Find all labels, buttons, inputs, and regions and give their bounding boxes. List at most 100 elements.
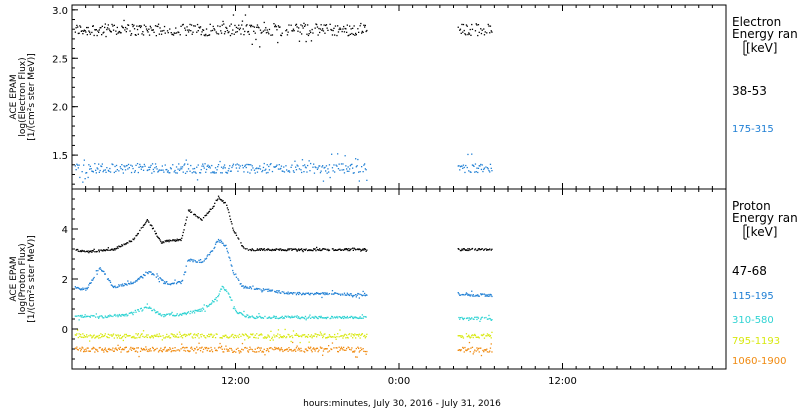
data-point: [180, 282, 182, 285]
data-point: [198, 26, 200, 28]
data-point: [112, 286, 115, 289]
data-point: [260, 289, 262, 291]
data-point: [85, 336, 87, 338]
data-point: [193, 347, 196, 350]
data-point: [114, 313, 116, 316]
data-point: [82, 333, 84, 335]
data-point: [121, 348, 124, 350]
data-point: [318, 293, 320, 295]
data-point: [271, 34, 274, 36]
data-point: [256, 249, 258, 251]
data-point: [168, 241, 170, 243]
data-point: [145, 221, 147, 224]
data-point: [160, 33, 163, 35]
data-point: [95, 349, 97, 351]
data-point: [226, 336, 229, 338]
data-point: [360, 347, 362, 349]
data-point: [230, 23, 232, 25]
data-point: [124, 26, 127, 29]
data-point: [329, 23, 331, 25]
data-point: [213, 301, 215, 303]
data-point: [303, 248, 305, 251]
data-point: [169, 167, 172, 169]
data-point: [190, 346, 193, 348]
data-point: [223, 287, 225, 289]
data-point: [346, 248, 348, 251]
data-point: [216, 350, 218, 352]
data-point: [184, 29, 187, 31]
data-point: [75, 27, 77, 29]
data-point: [124, 243, 126, 246]
data-point: [281, 32, 283, 34]
data-point: [230, 170, 232, 172]
data-point: [84, 30, 86, 32]
data-point: [79, 176, 81, 179]
data-point: [357, 317, 359, 319]
data-point: [266, 29, 268, 31]
data-point: [224, 334, 226, 336]
data-point: [209, 303, 211, 305]
data-point: [362, 348, 364, 350]
data-point: [88, 30, 90, 32]
data-point: [223, 335, 226, 338]
data-point: [336, 315, 338, 318]
data-point: [229, 170, 232, 172]
data-point: [142, 31, 144, 33]
data-point: [257, 249, 259, 251]
data-point: [328, 293, 331, 295]
data-point: [464, 33, 466, 35]
data-point: [85, 348, 87, 350]
data-point: [174, 347, 176, 349]
data-point: [339, 329, 341, 331]
data-point: [232, 14, 235, 16]
data-point: [486, 249, 488, 251]
data-point: [171, 282, 173, 285]
data-point: [142, 277, 144, 279]
data-point: [304, 24, 307, 26]
data-point: [361, 249, 363, 251]
data-point: [204, 163, 206, 165]
data-point: [239, 312, 241, 314]
data-point: [342, 337, 344, 339]
data-point: [187, 259, 190, 261]
data-point: [238, 24, 240, 26]
data-point: [178, 281, 180, 283]
data-point: [307, 334, 310, 336]
data-point: [219, 198, 221, 200]
electron-panel-frame: [71, 4, 727, 190]
data-point: [92, 336, 94, 338]
data-point: [230, 335, 232, 337]
data-point: [320, 170, 322, 172]
data-point: [148, 221, 150, 223]
data-point: [248, 164, 250, 166]
data-point: [81, 289, 83, 291]
data-point: [282, 317, 284, 320]
data-point: [177, 336, 179, 339]
data-point: [133, 347, 136, 350]
data-point: [229, 25, 231, 27]
data-point: [348, 170, 350, 172]
data-point: [472, 294, 474, 296]
data-point: [363, 249, 365, 251]
data-point: [360, 334, 362, 336]
data-point: [330, 348, 332, 350]
data-point: [344, 316, 346, 319]
data-point: [220, 166, 223, 168]
data-point: [305, 292, 307, 294]
data-point: [247, 314, 249, 316]
data-point: [102, 335, 104, 338]
data-point: [217, 296, 219, 298]
data-point: [363, 315, 365, 318]
data-point: [190, 211, 193, 213]
data-point: [333, 249, 335, 252]
data-point: [483, 249, 485, 251]
data-point: [256, 288, 259, 290]
data-point: [346, 334, 348, 336]
data-point: [112, 347, 114, 349]
data-point: [305, 248, 307, 250]
data-point: [222, 242, 224, 244]
data-point: [76, 248, 78, 251]
data-point: [296, 334, 298, 336]
data-point: [228, 31, 230, 33]
data-point: [337, 292, 339, 295]
